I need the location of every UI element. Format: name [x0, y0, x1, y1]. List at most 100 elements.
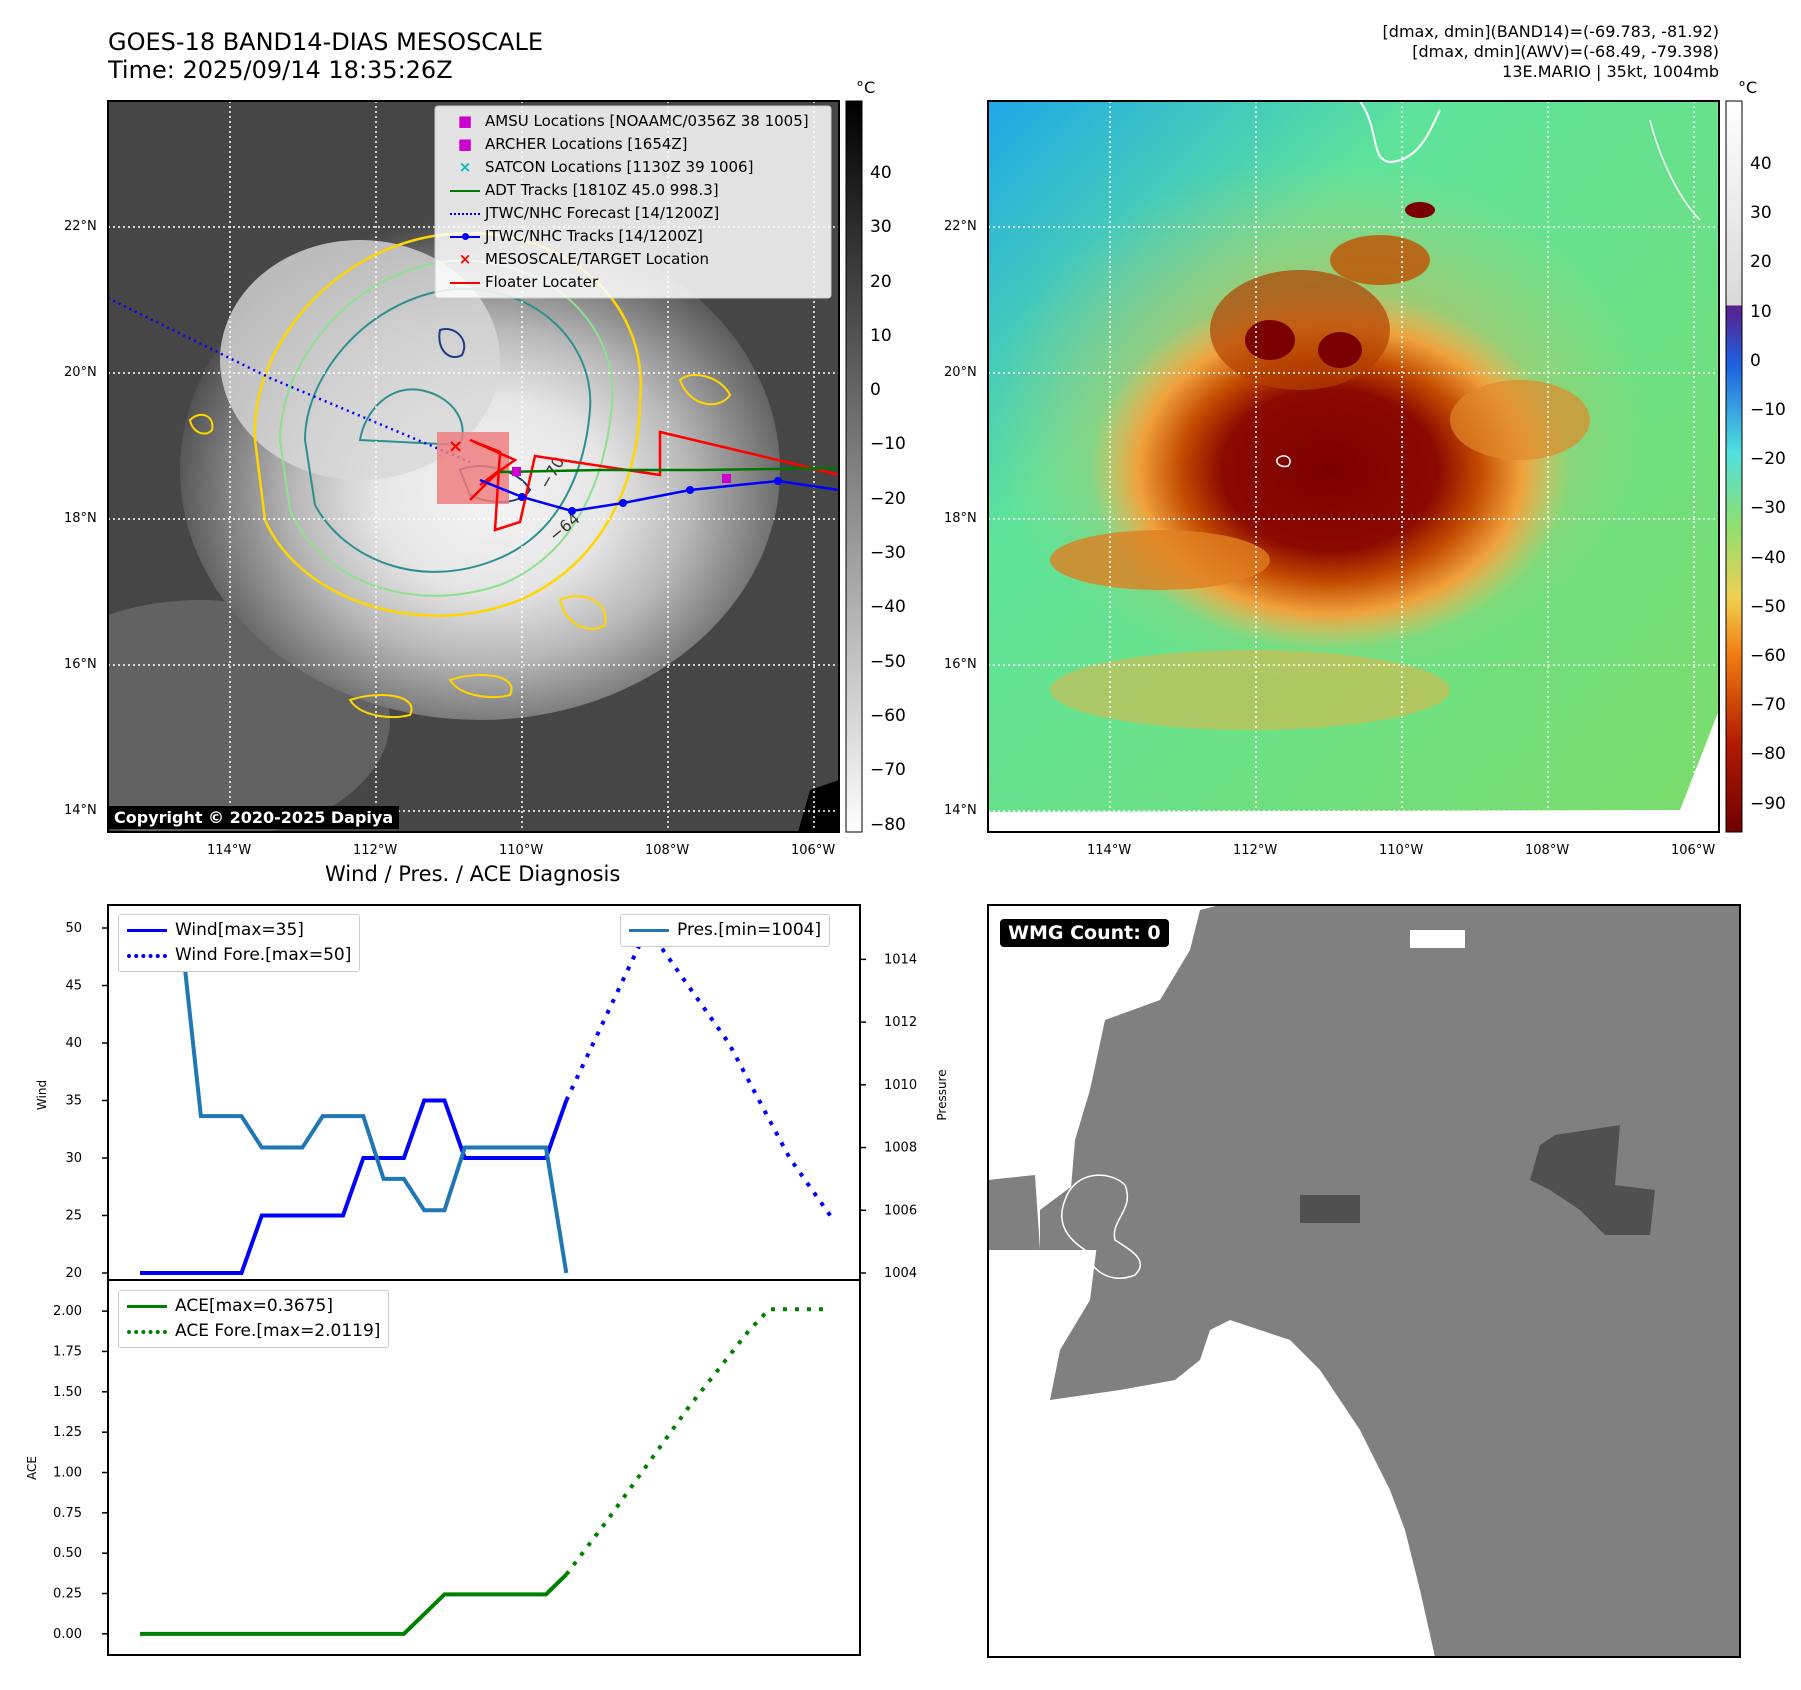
awv-colorbar-unit: °C: [1738, 78, 1758, 97]
jtwc-tracks-legend-icon: [450, 232, 480, 240]
ir-lat-20: 20°N: [64, 365, 97, 380]
awv-map-panel: [987, 100, 1743, 833]
awv-gridlines: [988, 101, 1719, 832]
jtwc-forecast-line: [108, 296, 471, 464]
ace-tick-label: 0.75: [53, 1506, 82, 1521]
ir-map-legend: [434, 105, 832, 299]
pressure-tick-label: 1006: [884, 1203, 917, 1218]
wind-axis-label: Wind: [35, 1080, 49, 1110]
ir-lon-114: 114°W: [207, 843, 252, 858]
legend-pres: Pres.[min=1004]: [629, 918, 821, 943]
ir-lon-112: 112°W: [353, 843, 398, 858]
ace-tick-label: 1.25: [53, 1425, 82, 1440]
awv-lat-18: 18°N: [944, 511, 977, 526]
title-line-2: Time: 2025/09/14 18:35:26Z: [108, 56, 453, 84]
info-awv: [dmax, dmin](AWV)=(-68.49, -79.398): [1412, 42, 1719, 61]
ace-tick-label: 2.00: [53, 1304, 82, 1319]
floater-track: [469, 430, 839, 532]
awv-lat-16: 16°N: [944, 657, 977, 672]
adt-track: [499, 466, 839, 474]
wmg-dark-region-center: [1300, 1195, 1360, 1223]
ir-colorbar-ticks: 40 30 20 10 0 −10 −20 −30 −40 −50 −60 −7…: [870, 163, 906, 835]
ir-lat-14: 14°N: [64, 803, 97, 818]
pressure-tick-label: 1004: [884, 1266, 917, 1281]
jtwc-track-points: [518, 477, 782, 515]
ir-lat-18: 18°N: [64, 511, 97, 526]
info-storm: 13E.MARIO | 35kt, 1004mb: [1502, 62, 1719, 81]
legend-archer: ■ ARCHER Locations [1654Z]: [445, 133, 809, 156]
ir-lat-22: 22°N: [64, 219, 97, 234]
ir-legend-entries: ■ AMSU Locations [NOAAMC/0356Z 38 1005] …: [445, 110, 809, 294]
ir-lat-16: 16°N: [64, 657, 97, 672]
ir-map-panel: −64 −70 ×: [107, 100, 863, 833]
awv-lon-114: 114°W: [1087, 843, 1132, 858]
ir-lon-108: 108°W: [645, 843, 690, 858]
ir-lon-110: 110°W: [499, 843, 544, 858]
archer-marker: [512, 467, 521, 476]
info-band14: [dmax, dmin](BAND14)=(-69.783, -81.92): [1382, 22, 1719, 41]
copyright-badge: Copyright © 2020-2025 Dapiya: [108, 806, 400, 829]
legend-amsu: ■ AMSU Locations [NOAAMC/0356Z 38 1005]: [445, 110, 809, 133]
awv-lat-22: 22°N: [944, 219, 977, 234]
awv-lon-106: 106°W: [1671, 843, 1716, 858]
awv-lon-110: 110°W: [1379, 843, 1424, 858]
pressure-tick-label: 1010: [884, 1078, 917, 1093]
legend-floater: Floater Locater: [445, 271, 809, 294]
awv-colorbar: [1725, 100, 1743, 833]
ace-tick-label: 1.50: [53, 1385, 82, 1400]
contour-outer: [253, 232, 643, 617]
floater-legend-icon: [450, 281, 480, 284]
ace-tick-label: 0.50: [53, 1546, 82, 1561]
pressure-legend: Pres.[min=1004]: [620, 914, 831, 947]
wmg-count-badge: WMG Count: 0: [1000, 919, 1169, 947]
wind-legend: Wind[max=35] Wind Fore.[max=50]: [118, 914, 361, 972]
amsu-marker: [722, 474, 731, 483]
ace-tick-label: 0.25: [53, 1587, 82, 1602]
legend-wind: Wind[max=35]: [127, 918, 351, 943]
wmg-dark-region-right: [1530, 1125, 1655, 1235]
ace-legend: ACE[max=0.3675] ACE Fore.[max=2.0119]: [118, 1290, 390, 1348]
ir-colorbar: [845, 100, 863, 833]
wind-tick-label: 40: [65, 1036, 82, 1051]
ace-tick-label: 1.75: [53, 1344, 82, 1359]
wind-tick-label: 25: [65, 1209, 82, 1224]
wind-tick-label: 35: [65, 1094, 82, 1109]
ir-lon-106: 106°W: [791, 843, 836, 858]
wind-tick-label: 20: [65, 1266, 82, 1281]
figure-title: GOES-18 BAND14-DIAS MESOSCALE Time: 2025…: [108, 28, 543, 84]
mesoscale-legend-icon: ×: [458, 250, 472, 268]
series-line-2: [140, 926, 569, 1274]
amsu-legend-icon: ■: [457, 112, 473, 130]
awv-lon-108: 108°W: [1525, 843, 1570, 858]
pressure-tick-label: 1012: [884, 1015, 917, 1030]
pres-legend-swatch: [629, 929, 669, 932]
legend-jtwc-forecast: JTWC/NHC Forecast [14/1200Z]: [445, 202, 809, 225]
wind-fore-legend-swatch: [127, 953, 167, 958]
wind-tick-label: 45: [65, 979, 82, 994]
ace-legend-swatch: [127, 1305, 167, 1308]
contour-inner: [303, 287, 592, 573]
pressure-axis-label: Pressure: [935, 1069, 949, 1120]
diagnosis-title: Wind / Pres. / ACE Diagnosis: [325, 862, 621, 886]
legend-mesoscale: × MESOSCALE/TARGET Location: [445, 248, 809, 271]
archer-legend-icon: ■: [457, 135, 473, 153]
ace-fore-legend-swatch: [127, 1329, 167, 1334]
title-line-1: GOES-18 BAND14-DIAS MESOSCALE: [108, 28, 544, 56]
ace-tick-label: 0.00: [53, 1627, 82, 1642]
ir-colorbar-unit: °C: [856, 78, 876, 97]
satcon-legend-icon: ×: [458, 158, 472, 176]
awv-lon-112: 112°W: [1233, 843, 1278, 858]
info-block: [dmax, dmin](BAND14)=(-69.783, -81.92) […: [1383, 22, 1719, 82]
wind-tick-label: 30: [65, 1151, 82, 1166]
mesoscale-target-marker: ×: [448, 436, 463, 457]
wind-legend-swatch: [127, 929, 167, 932]
series-line-0: [140, 1098, 569, 1275]
awv-colorbar-ticks: 40 30 20 10 0 −10 −20 −30 −40 −50 −60 −7…: [1750, 154, 1786, 814]
pressure-tick-label: 1008: [884, 1141, 917, 1156]
wind-tick-label: 50: [65, 921, 82, 936]
legend-wind-fore: Wind Fore.[max=50]: [127, 943, 351, 968]
adt-legend-icon: [450, 189, 480, 192]
ace-series-line-0: [140, 1573, 568, 1636]
legend-ace-fore: ACE Fore.[max=2.0119]: [127, 1319, 380, 1344]
awv-lat-20: 20°N: [944, 365, 977, 380]
